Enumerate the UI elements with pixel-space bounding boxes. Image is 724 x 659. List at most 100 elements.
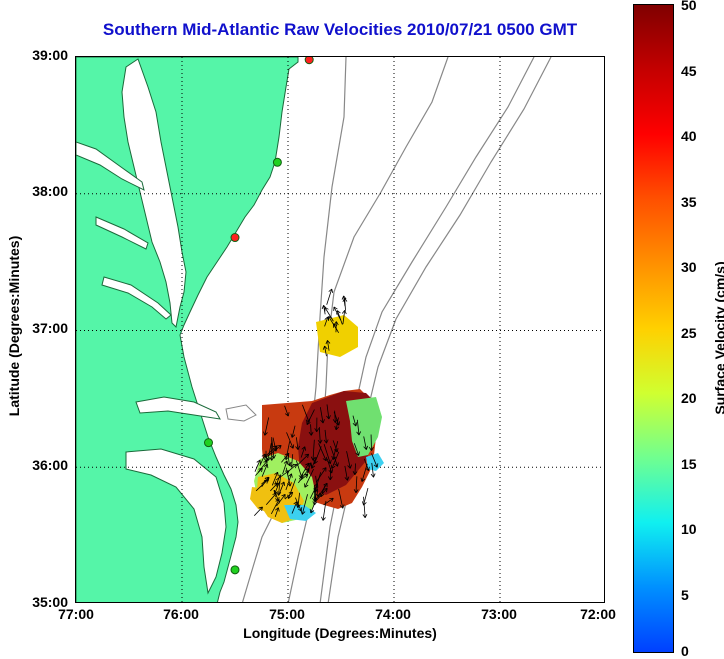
- velocity-arrow: [333, 411, 340, 426]
- velocity-arrow-head: [271, 454, 275, 459]
- velocity-arrow-head: [293, 501, 298, 505]
- velocity-arrow-head: [264, 432, 268, 436]
- velocity-arrow-head: [261, 506, 263, 511]
- velocity-arrow-head: [301, 511, 306, 515]
- velocity-arrow-head: [323, 482, 328, 486]
- x-tick-label: 74:00: [375, 606, 411, 622]
- velocity-arrow: [354, 463, 356, 475]
- velocity-arrow-head: [332, 419, 336, 423]
- velocity-arrow-head: [322, 517, 326, 521]
- velocity-arrow-head: [324, 345, 328, 350]
- velocity-arrow-head: [347, 465, 351, 469]
- velocity-arrow-head: [288, 491, 293, 494]
- y-tick-label: 39:00: [32, 47, 68, 63]
- velocity-arrow-head: [306, 474, 309, 479]
- velocity-arrow-head: [321, 305, 324, 310]
- velocity-arrow-head: [358, 451, 360, 456]
- map-plot-area[interactable]: [75, 56, 605, 603]
- map-title: Southern Mid-Atlantic Raw Velocities 201…: [102, 20, 578, 39]
- velocity-arrow-head: [306, 422, 311, 425]
- colorbar-tick-label: 30: [681, 259, 697, 275]
- x-tick-label: 72:00: [580, 606, 616, 622]
- velocity-arrow-head: [373, 464, 378, 468]
- velocity-arrow-head: [310, 431, 314, 436]
- chesapeake-bay: [121, 58, 187, 329]
- velocity-arrow-head: [313, 483, 318, 487]
- velocity-arrow-head: [300, 510, 303, 515]
- station-marker: [304, 57, 314, 65]
- x-tick-label: 73:00: [481, 606, 517, 622]
- velocity-arrow: [253, 506, 263, 516]
- velocity-arrow-head: [342, 298, 346, 302]
- velocity-arrow-head: [281, 493, 286, 497]
- velocity-arrow-head: [283, 460, 288, 464]
- velocity-arrow-head: [354, 471, 358, 475]
- velocity-arrow-head: [355, 422, 358, 427]
- pamlico-sound: [125, 448, 227, 595]
- velocity-arrow-head: [258, 506, 263, 509]
- velocity-arrow-head: [289, 482, 292, 487]
- velocity-arrow: [261, 477, 270, 485]
- velocity-arrow-head: [284, 413, 289, 417]
- velocity-arrow: [318, 427, 321, 444]
- velocity-arrow-head: [292, 463, 297, 466]
- velocity-arrow: [304, 468, 314, 488]
- velocity-arrow-head: [330, 464, 333, 469]
- colorbar: [633, 4, 674, 653]
- velocity-arrow-head: [313, 496, 317, 501]
- velocity-arrow-head: [291, 473, 293, 478]
- velocity-arrow-head: [308, 431, 312, 436]
- velocity-arrow: [322, 500, 327, 521]
- velocity-arrow: [284, 405, 289, 417]
- velocity-arrow-head: [261, 468, 263, 473]
- velocity-arrow: [314, 446, 322, 464]
- velocity-arrow-head: [365, 445, 369, 450]
- velocity-arrow-head: [322, 419, 325, 424]
- x-tick-label: 77:00: [58, 606, 94, 622]
- station-marker: [204, 438, 213, 448]
- velocity-arrow: [301, 404, 310, 423]
- velocity-arrow: [285, 473, 292, 491]
- velocity-arrow: [316, 467, 327, 483]
- velocity-arrow-head: [273, 445, 278, 447]
- velocity-arrow: [324, 345, 327, 357]
- velocity-arrow-head: [322, 467, 327, 470]
- velocity-arrow-head: [287, 412, 290, 417]
- velocity-arrow: [274, 507, 279, 518]
- velocity-arrow-head: [324, 316, 329, 320]
- velocity-arrow-head: [331, 288, 334, 293]
- velocity-arrow-head: [353, 489, 357, 493]
- velocity-arrow-head: [347, 476, 350, 481]
- velocity-arrow-head: [337, 462, 339, 467]
- velocity-arrow-head: [295, 503, 299, 508]
- velocity-arrow: [301, 494, 308, 515]
- velocity-arrow-head: [317, 439, 321, 444]
- velocity-arrow-head: [360, 477, 363, 482]
- velocity-arrow: [270, 499, 280, 515]
- velocity-arrow: [331, 451, 340, 469]
- velocity-arrow-head: [326, 439, 329, 444]
- velocity-arrow-head: [266, 456, 269, 461]
- velocity-arrow: [323, 497, 334, 506]
- velocity-arrow-head: [266, 479, 269, 484]
- velocity-arrow-head: [314, 460, 318, 465]
- velocity-arrow-head: [269, 456, 273, 461]
- velocity-arrow-head: [368, 466, 370, 471]
- velocity-arrow-head: [376, 463, 379, 468]
- velocity-arrow: [261, 464, 268, 477]
- velocity-arrow-head: [304, 446, 307, 451]
- station-marker: [230, 233, 240, 243]
- velocity-arrow: [333, 306, 342, 321]
- velocity-arrow: [328, 316, 338, 331]
- rappahannock-river: [95, 216, 149, 250]
- velocity-arrow: [346, 451, 351, 469]
- velocity-arrow: [275, 470, 290, 481]
- velocity-arrow: [278, 481, 285, 495]
- velocity-arrow-head: [327, 316, 330, 321]
- velocity-arrow: [317, 483, 328, 498]
- velocity-arrow-head: [349, 464, 352, 469]
- y-tick-label: 37:00: [32, 320, 68, 336]
- velocity-arrow: [267, 443, 272, 461]
- velocity-arrow-head: [275, 498, 280, 502]
- velocity-arrow: [291, 425, 296, 438]
